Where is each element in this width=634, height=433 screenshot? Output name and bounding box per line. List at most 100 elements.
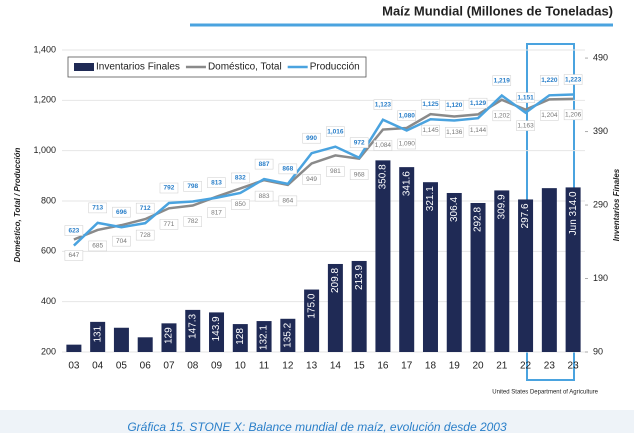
bar [232,324,248,352]
label-box [302,174,321,185]
label-box [254,158,274,170]
bar-label: 175.0 [306,293,317,318]
label-box [207,177,226,188]
label-box [421,98,440,110]
y-axis-label: Doméstico, Total / Producción [13,147,22,262]
line-label: 887 [259,161,270,168]
x-tick-label: 05 [116,361,128,372]
bar [518,199,534,352]
label-box [64,250,84,261]
label-box [563,109,583,121]
label-box [349,137,369,148]
label-box [159,182,179,194]
line-label: 685 [92,243,103,250]
label-box [88,202,107,214]
x-tick-label: 03 [68,361,80,372]
x-tick-label: 15 [354,361,366,372]
bar [375,160,391,352]
bar [66,344,82,352]
label-box [492,75,512,86]
y-tick-label: 600 [41,246,56,256]
label-box [540,110,559,121]
label-box [421,124,440,136]
y2-tick-label: 490 [593,52,608,62]
bar [280,318,296,352]
bar [161,323,177,352]
line-label: 1,223 [565,76,582,83]
bar [185,309,201,352]
label-box [563,74,583,85]
line-label: 647 [68,252,79,259]
x-tick-label: 18 [425,361,437,372]
x-tick-label: 23 [544,361,556,372]
x-tick-label: 06 [140,361,152,372]
line-label: 1,125 [422,101,439,108]
label-box [326,166,345,177]
y2-axis-label: Inventarios Finales [612,168,621,241]
legend-swatch [74,63,94,71]
bar-label: 135.2 [282,322,293,347]
bar-label: 306.4 [449,197,460,222]
y-tick-label: 1,200 [33,95,56,105]
line-label: 968 [354,171,365,178]
label-box [231,172,250,184]
bar [422,182,438,352]
label-box [254,190,274,202]
x-tick-label: 22 [520,361,532,372]
bar [494,190,510,352]
label-box [112,206,131,218]
bar-label: 309.9 [496,194,507,219]
legend-label: Doméstico, Total [208,62,282,73]
label-box [516,92,535,103]
x-tick-label: 11 [259,361,270,372]
label-box [468,125,488,136]
x-tick-label: 19 [449,361,461,372]
line-label: 1,016 [327,128,344,135]
bar-label: 292.8 [473,207,484,232]
line-label: 696 [116,209,127,216]
legend-box [67,56,367,78]
bar-label: 297.6 [520,203,531,228]
bar [470,202,486,352]
label-box [207,207,226,218]
line-label: 1,151 [517,94,534,101]
line-label: 1,136 [446,129,463,136]
line-label: 981 [330,168,341,175]
x-tick-label: 07 [163,361,175,372]
y-tick-label: 1,400 [33,44,56,54]
line-label: 850 [235,201,246,208]
bar-label: 147.3 [187,313,198,338]
label-box [516,120,535,131]
line-label: 1,204 [541,112,558,119]
line-label: 1,219 [494,77,511,84]
bar [137,337,153,352]
line-label: 1,123 [375,101,392,108]
label-box [231,199,250,210]
label-box [112,235,131,247]
chart-title: Maíz Mundial (Millones de Toneladas) [382,3,613,18]
label-box [135,229,155,241]
line-label: 990 [306,135,317,142]
x-tick-label: 23 [568,361,580,372]
label-box [397,138,416,150]
x-tick-label: 17 [401,361,413,372]
y2-tick-label: 90 [593,346,603,356]
label-box [445,100,464,111]
label-box [159,219,179,230]
label-box [64,225,84,236]
bar [351,260,367,352]
bar [90,321,106,352]
label-box [183,181,202,192]
line-label: 782 [187,218,198,225]
label-box [326,126,345,137]
line-label: 704 [116,238,127,245]
y2-tick-label: 390 [593,126,608,136]
bar [209,312,225,352]
line-label: 949 [306,176,317,183]
bar-label: 128 [235,328,246,345]
line-label: 864 [282,198,293,205]
source: United States Department of Agriculture [492,390,598,396]
label-box [373,99,393,110]
bar [446,192,462,352]
